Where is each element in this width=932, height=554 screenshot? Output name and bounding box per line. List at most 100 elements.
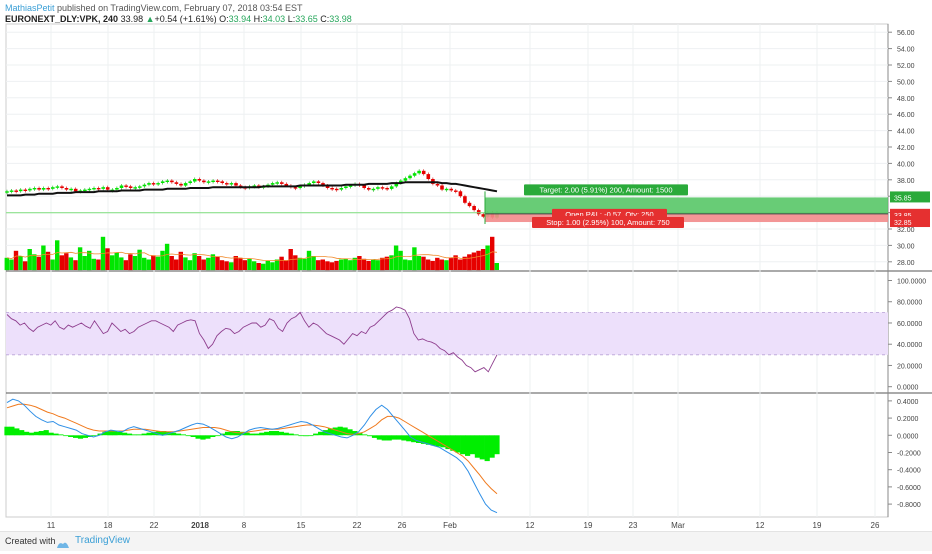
price-tick-label: 50.00 — [897, 79, 915, 86]
volume-bar — [18, 256, 23, 270]
volume-bar — [169, 256, 174, 270]
macd-signal-line — [6, 403, 498, 495]
price-candle — [454, 190, 458, 192]
rsi-tick-label: 100.0000 — [897, 278, 926, 285]
macd-histogram-bar — [308, 435, 314, 437]
macd-histogram-bar — [474, 435, 480, 458]
price-candle — [229, 183, 234, 185]
volume-bar — [462, 256, 467, 270]
price-candle — [334, 188, 339, 191]
macd-histogram-bar — [122, 432, 128, 436]
footer-bar: Created with TradingView — [0, 531, 932, 551]
price-tick-label: 42.00 — [897, 145, 915, 152]
macd-histogram-bar — [376, 435, 382, 440]
price-candle — [394, 183, 399, 187]
macd-line — [6, 398, 498, 514]
x-tick-label: 2018 — [191, 521, 209, 530]
price-candle — [417, 170, 421, 174]
volume-bar — [421, 256, 426, 270]
macd-tick-label: -0.8000 — [897, 502, 921, 509]
x-tick-label: 19 — [584, 521, 593, 530]
price-candle — [293, 187, 298, 189]
volume-bar — [476, 250, 481, 271]
price-tick-label: 54.00 — [897, 47, 915, 54]
x-tick-label: 15 — [297, 521, 306, 530]
macd-histogram-bar — [239, 431, 245, 436]
x-tick-label: 22 — [353, 521, 362, 530]
volume-bar — [453, 255, 458, 270]
price-tick-label: 46.00 — [897, 112, 915, 119]
volume-bar — [471, 252, 477, 270]
macd-histogram-bar — [430, 435, 436, 446]
volume-bar — [261, 263, 266, 270]
volume-bar — [343, 258, 348, 270]
volume-bar — [50, 259, 55, 270]
macd-tick-label: 0.4000 — [897, 399, 919, 406]
price-candle — [124, 185, 128, 187]
macd-histogram-bar — [38, 431, 44, 436]
price-candle — [330, 188, 334, 190]
macd-histogram-bar — [146, 432, 152, 436]
price-tick-label: 52.00 — [897, 63, 915, 70]
macd-tick-label: -0.4000 — [897, 468, 921, 475]
macd-histogram-bar — [367, 435, 373, 437]
volume-bar — [389, 255, 394, 270]
price-candle — [399, 180, 403, 184]
price-candle — [69, 188, 73, 191]
tradingview-logo-icon — [56, 536, 70, 548]
macd-histogram-bar — [469, 435, 476, 455]
volume-bar — [128, 254, 133, 271]
low-value: 33.65 — [295, 14, 318, 24]
volume-bar — [27, 249, 32, 270]
macd-histogram-bar — [9, 426, 15, 436]
price-candle — [14, 190, 18, 192]
macd-histogram-bar — [283, 432, 289, 436]
rsi-tick-label: 0.0000 — [897, 385, 919, 392]
macd-histogram-bar — [249, 433, 255, 436]
volume-bar — [132, 256, 138, 270]
price-candle — [197, 179, 202, 181]
macd-histogram-bar — [465, 435, 471, 456]
volume-bar — [68, 257, 74, 270]
volume-bar — [59, 255, 64, 270]
price-candle — [165, 180, 170, 182]
tradingview-brand-link[interactable]: TradingView — [75, 535, 131, 546]
volume-bar — [480, 249, 486, 270]
volume-bar — [155, 256, 161, 270]
macd-histogram-bar — [151, 431, 157, 436]
volume-bar — [320, 259, 325, 270]
symbol-line: EURONEXT_DLY:VPK, 240 33.98 ▲+0.54 (+1.6… — [5, 14, 352, 24]
chart-svg[interactable]: 11 18 22 2018 8 15 22 26 Feb 12 19 23 Mar 12 19 26 56.00… — [0, 0, 932, 532]
price-candle — [46, 188, 50, 190]
macd-histogram-bar — [244, 432, 250, 436]
volume-bar — [375, 260, 380, 270]
author-link[interactable]: MathiasPetit — [5, 3, 55, 13]
price-candle — [408, 175, 412, 179]
volume-bar — [325, 261, 330, 271]
macd-histogram-bar — [112, 431, 118, 436]
price-candle — [421, 170, 426, 175]
volume-bar — [178, 251, 183, 270]
macd-histogram-bar — [210, 435, 216, 437]
macd-histogram-bar — [450, 435, 456, 451]
x-tick-label: 23 — [629, 521, 638, 530]
open-pl-label: Open P&L: -0.57, Qty: 250 — [565, 210, 653, 219]
macd-histogram-bar — [416, 435, 422, 443]
price-candle — [64, 188, 69, 190]
volume-bar — [137, 249, 142, 270]
volume-bar — [334, 260, 339, 270]
price-candle — [83, 189, 87, 191]
macd-histogram-bar — [298, 435, 304, 437]
up-arrow-icon: ▲ — [145, 14, 155, 24]
price-candle — [142, 184, 147, 187]
macd-histogram-bar — [362, 434, 368, 436]
x-tick-label: 12 — [756, 521, 765, 530]
volume-bar — [114, 252, 119, 270]
macd-histogram-bar — [494, 435, 500, 455]
price-candle — [444, 188, 449, 191]
macd-histogram-bar — [195, 435, 201, 439]
price-candle — [325, 185, 330, 188]
target-price-tag-box — [890, 191, 930, 203]
macd-histogram-bar — [43, 430, 49, 436]
